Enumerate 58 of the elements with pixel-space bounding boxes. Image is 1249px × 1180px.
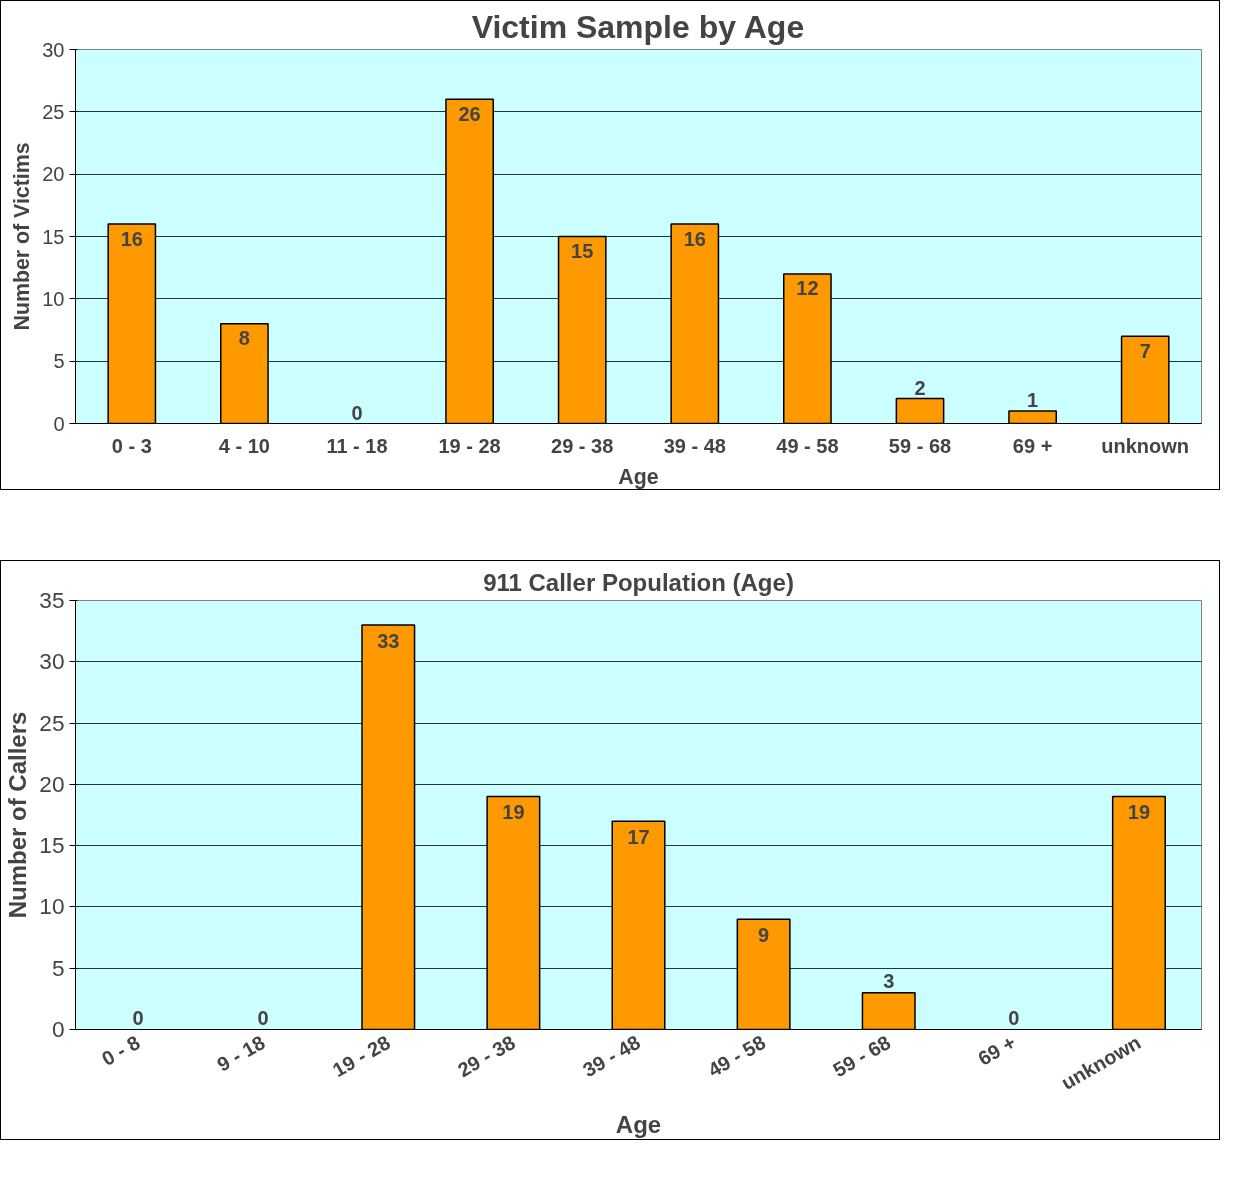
y-tick-label: 5 — [53, 350, 65, 373]
x-tick-label: 0 - 3 — [111, 434, 152, 457]
x-tick-label: 9 - 18 — [213, 1030, 269, 1076]
data-label: 0 — [132, 1007, 144, 1030]
x-tick-label: 59 - 68 — [829, 1030, 895, 1082]
data-label: 9 — [758, 923, 770, 946]
data-label: 0 — [351, 401, 363, 424]
x-tick-label: 29 - 38 — [551, 434, 614, 457]
x-tick-label: 69 + — [1012, 434, 1053, 457]
x-axis-title: Age — [615, 1111, 662, 1139]
y-axis-title: Number of Victims — [10, 142, 35, 331]
data-label: 19 — [1127, 801, 1151, 824]
data-label: 16 — [683, 227, 706, 250]
x-tick-label: 29 - 38 — [453, 1030, 519, 1082]
data-label: 7 — [1139, 339, 1151, 362]
x-tick-label: 39 - 48 — [579, 1030, 644, 1082]
y-tick-label: 0 — [51, 1016, 65, 1042]
data-label: 1 — [1027, 389, 1039, 412]
data-label: 0 — [1008, 1007, 1020, 1030]
y-tick-label: 10 — [39, 893, 65, 920]
x-tick-label: 4 - 10 — [218, 434, 270, 457]
y-axis-title: Number of Callers — [4, 711, 32, 919]
y-tick-label: 15 — [39, 832, 65, 859]
y-tick-label: 25 — [39, 709, 65, 736]
x-tick-label: 49 - 58 — [704, 1030, 770, 1082]
x-tick-label: unknown — [1101, 434, 1190, 457]
x-tick-label: 39 - 48 — [663, 434, 726, 457]
y-tick-label: 30 — [39, 648, 65, 675]
data-label: 12 — [796, 277, 819, 300]
data-label: 16 — [120, 227, 143, 250]
y-tick-label: 30 — [42, 38, 65, 61]
y-tick-label: 10 — [42, 287, 65, 310]
x-axis-title: Age — [618, 464, 659, 489]
data-label: 17 — [627, 825, 650, 848]
x-tick-label: 49 - 58 — [776, 434, 839, 457]
data-label: 26 — [458, 102, 481, 125]
x-tick-label: 19 - 28 — [438, 434, 501, 457]
data-label: 8 — [238, 327, 250, 350]
y-tick-label: 15 — [42, 225, 65, 248]
data-label: 0 — [257, 1007, 269, 1030]
y-tick-label: 35 — [39, 587, 65, 613]
x-tick-label: 19 - 28 — [328, 1030, 394, 1082]
data-label: 33 — [377, 629, 400, 652]
y-tick-label: 20 — [39, 770, 65, 797]
x-tick-label: 59 - 68 — [888, 434, 952, 457]
y-tick-label: 20 — [42, 163, 65, 186]
data-label: 15 — [571, 239, 594, 262]
y-tick-label: 0 — [53, 412, 65, 435]
data-label: 19 — [502, 801, 525, 824]
y-tick-label: 25 — [42, 100, 65, 123]
data-label: 3 — [883, 970, 895, 993]
chart-title: 911 Caller Population (Age) — [483, 568, 794, 596]
data-label: 2 — [914, 376, 926, 399]
y-tick-label: 5 — [51, 954, 65, 981]
x-tick-label: 69 + — [974, 1030, 1020, 1070]
x-tick-label: 11 - 18 — [326, 434, 388, 457]
x-tick-label: 0 - 8 — [97, 1030, 144, 1071]
chart-title: Victim Sample by Age — [471, 8, 805, 45]
